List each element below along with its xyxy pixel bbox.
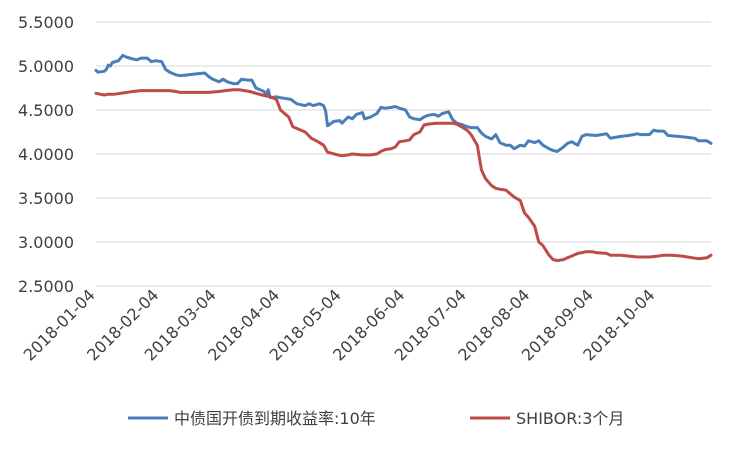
- y-tick-label: 3.5000: [18, 189, 74, 208]
- legend: 中债国开债到期收益率:10年 SHIBOR:3个月: [128, 409, 624, 428]
- x-axis: 2018-01-042018-02-042018-03-042018-04-04…: [20, 285, 659, 364]
- gridlines: [96, 21, 711, 287]
- y-axis-ticks: 2.5000 3.0000 3.5000 4.0000 4.5000 5.0000 5.50…: [18, 13, 74, 296]
- series-lines: [94, 53, 713, 262]
- series-line-1: [94, 53, 713, 153]
- series-line-2: [94, 88, 713, 262]
- legend-label-2: SHIBOR:3个月: [516, 409, 624, 428]
- y-tick-label: 3.0000: [18, 233, 74, 252]
- y-tick-label: 4.0000: [18, 145, 74, 164]
- y-tick-label: 5.0000: [18, 57, 74, 76]
- y-tick-label: 5.5000: [18, 13, 74, 32]
- y-tick-label: 4.5000: [18, 101, 74, 120]
- legend-label-1: 中债国开债到期收益率:10年: [174, 409, 376, 428]
- y-tick-label: 2.5000: [18, 277, 74, 296]
